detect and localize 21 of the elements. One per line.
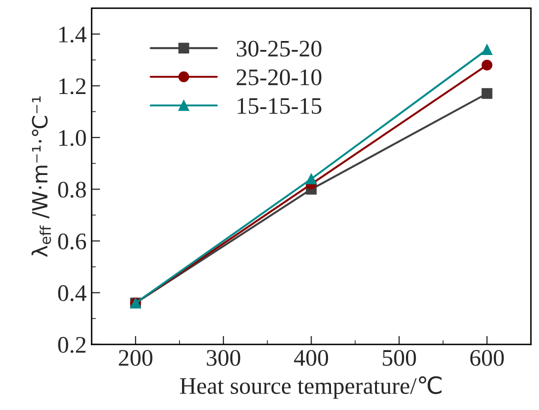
x-tick-label: 300	[206, 350, 240, 366]
y-tick-label: 1.2	[59, 78, 86, 94]
legend-label: 25-20-10	[236, 69, 322, 86]
legend-label: 15-15-15	[238, 98, 322, 114]
x-tick-label: 200	[118, 350, 152, 366]
point	[482, 60, 492, 70]
x-axis-title: Heat source temperature/℃	[180, 376, 442, 399]
y-tick-label: 0.6	[58, 233, 86, 250]
point	[482, 44, 492, 55]
x-tick-label: 400	[294, 350, 328, 366]
point	[482, 88, 492, 99]
y-tick-label: 1.0	[59, 130, 86, 146]
y-tick-label: 0.4	[58, 285, 86, 302]
y-axis-title: λ$_{eff}$ /W·m⁻¹·℃⁻¹	[32, 96, 51, 257]
y-tick-label: 1.4	[59, 26, 86, 43]
x-tick-label: 500	[382, 350, 416, 366]
legend-label: 30-25-20	[236, 40, 322, 57]
point	[306, 174, 317, 184]
y-tick-label: 0.8	[58, 182, 86, 198]
y-tick-label: 0.2	[58, 336, 86, 353]
x-tick-label: 600	[470, 350, 504, 366]
